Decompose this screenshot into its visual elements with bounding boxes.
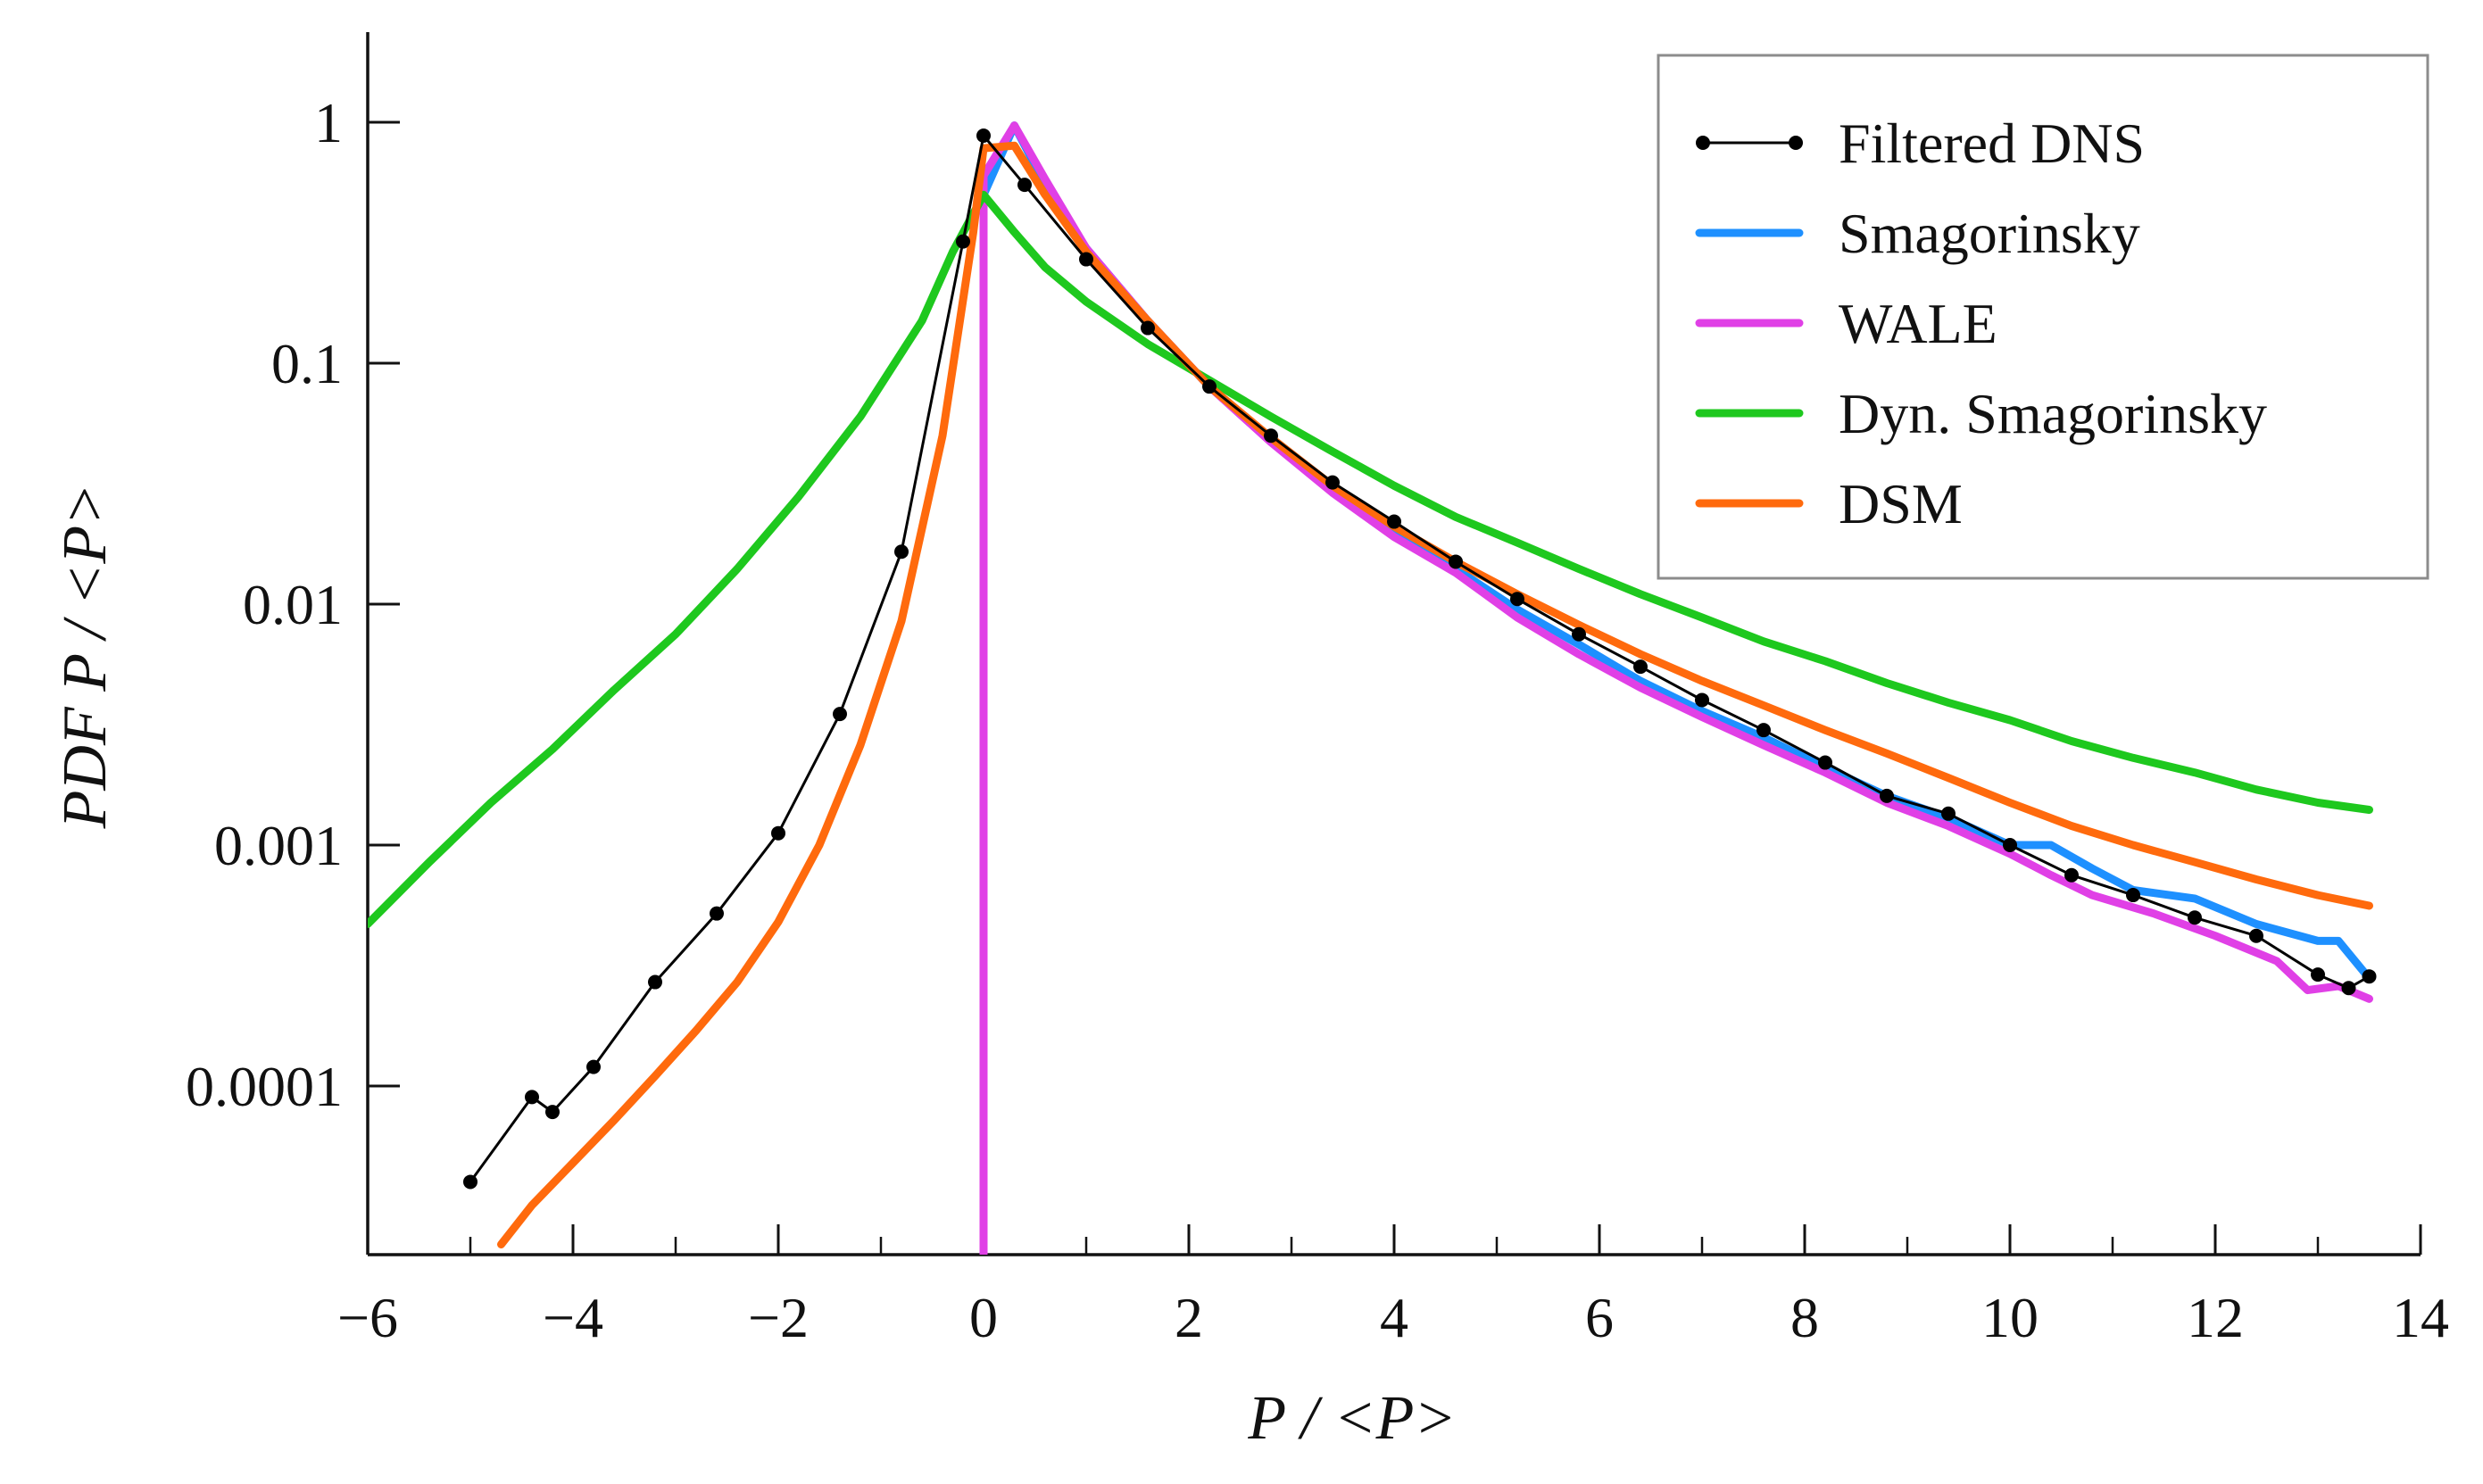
data-point bbox=[1079, 252, 1093, 267]
data-point bbox=[2003, 838, 2017, 852]
data-point bbox=[2362, 969, 2377, 984]
data-point bbox=[1572, 626, 1586, 642]
data-point bbox=[1818, 755, 1832, 770]
data-point bbox=[1325, 475, 1340, 490]
x-tick-label: 2 bbox=[1175, 1286, 1203, 1349]
series-group bbox=[368, 121, 2377, 1255]
y-tick-label: 0.001 bbox=[214, 814, 343, 877]
data-point bbox=[1449, 554, 1463, 569]
legend-label: Dyn. Smagorinsky bbox=[1839, 382, 2267, 445]
x-tick-label: 12 bbox=[2187, 1286, 2244, 1349]
legend-label: Filtered DNS bbox=[1839, 112, 2145, 175]
data-point bbox=[648, 974, 662, 990]
data-point bbox=[2249, 928, 2263, 943]
data-point bbox=[545, 1105, 560, 1120]
y-tick-label: 0.1 bbox=[271, 332, 343, 395]
data-point bbox=[771, 825, 785, 841]
data-point bbox=[525, 1090, 539, 1105]
legend-marker bbox=[1696, 136, 1710, 150]
data-point bbox=[2064, 867, 2079, 883]
data-point bbox=[833, 707, 847, 722]
tick-labels: −6 −4 −2 0 2 4 6 8 10 12 14 1 0.1 0.01 0.001 0.0001 bbox=[186, 91, 2449, 1349]
x-tick-label: 8 bbox=[1790, 1286, 1819, 1349]
legend-item: WALE bbox=[1695, 292, 1997, 355]
data-point bbox=[1941, 806, 1956, 821]
data-point bbox=[2341, 981, 2356, 996]
data-point bbox=[710, 906, 724, 921]
legend-item: DSM bbox=[1695, 472, 1963, 535]
legend-item: Dyn. Smagorinsky bbox=[1695, 382, 2267, 445]
legend-label: DSM bbox=[1839, 472, 1963, 535]
data-point bbox=[1695, 692, 1709, 708]
data-point bbox=[1756, 723, 1771, 738]
x-tick-label: 6 bbox=[1585, 1286, 1614, 1349]
series-line-dyn-smagorinsky bbox=[368, 190, 2373, 928]
y-axis-title: PDF P / <P> bbox=[51, 484, 120, 830]
data-point bbox=[1510, 592, 1524, 607]
x-tick-label: −4 bbox=[543, 1286, 603, 1349]
data-point bbox=[586, 1059, 601, 1074]
x-tick-label: 0 bbox=[969, 1286, 998, 1349]
legend-label: WALE bbox=[1839, 292, 1997, 355]
data-point bbox=[894, 544, 909, 560]
legend-item: Smagorinsky bbox=[1695, 202, 2140, 265]
y-tick-label: 0.01 bbox=[243, 573, 343, 636]
legend: Filtered DNS Smagorinsky WALE Dyn. Smagorin… bbox=[1657, 54, 2429, 580]
data-point bbox=[976, 128, 991, 143]
legend-item: Filtered DNS bbox=[1696, 112, 2145, 175]
x-tick-label: 4 bbox=[1380, 1286, 1408, 1349]
data-point bbox=[2126, 888, 2140, 903]
data-point bbox=[1633, 659, 1648, 675]
data-point bbox=[1264, 428, 1278, 444]
data-point bbox=[1202, 379, 1217, 394]
y-tick-label: 0.0001 bbox=[186, 1055, 343, 1118]
x-tick-label: 10 bbox=[1981, 1286, 2039, 1349]
data-point bbox=[1387, 514, 1401, 529]
data-point bbox=[2311, 967, 2325, 982]
data-point bbox=[1880, 788, 1894, 803]
legend-label: Smagorinsky bbox=[1839, 202, 2140, 265]
x-tick-label: −6 bbox=[337, 1286, 398, 1349]
x-tick-label: −2 bbox=[748, 1286, 809, 1349]
y-tick-label: 1 bbox=[314, 91, 343, 154]
x-tick-label: 14 bbox=[2392, 1286, 2449, 1349]
legend-marker bbox=[1789, 136, 1803, 150]
data-point bbox=[1141, 320, 1155, 336]
data-point bbox=[2188, 910, 2202, 925]
x-axis-title: P / <P> bbox=[1247, 1384, 1456, 1453]
data-point bbox=[1017, 178, 1032, 193]
data-point bbox=[956, 234, 970, 249]
data-point bbox=[463, 1174, 478, 1190]
